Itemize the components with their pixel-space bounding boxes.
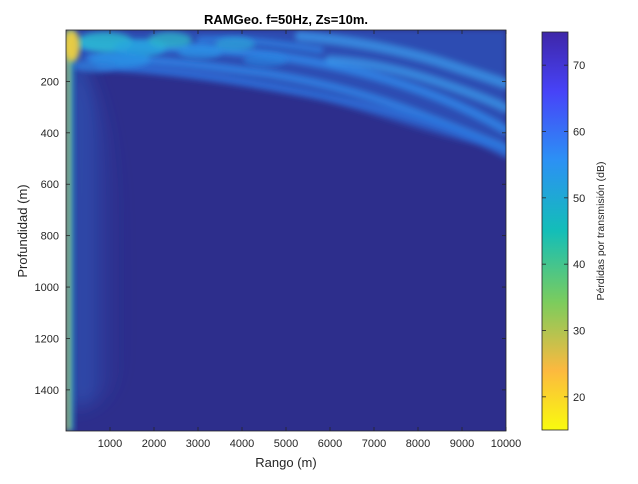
y-tick-label: 200 xyxy=(41,76,59,88)
x-axis-label: Rango (m) xyxy=(255,455,316,470)
lobe-path xyxy=(196,36,324,54)
colorbar xyxy=(541,31,569,431)
speckle-blob xyxy=(178,45,222,59)
speckle-blob xyxy=(215,37,255,51)
x-tick-label: 4000 xyxy=(230,438,254,450)
y-tick-label: 1400 xyxy=(35,385,59,397)
colorbar-ticks: 20 30 40 50 60 70 xyxy=(542,60,585,404)
y-tick-label: 400 xyxy=(41,128,59,140)
colorbar-label: Pérdidas por transmisión (dB) xyxy=(595,162,607,301)
colorbar-tick-label: 30 xyxy=(573,326,585,338)
near-source-hotspot xyxy=(66,30,80,62)
y-tick-label: 1000 xyxy=(35,282,59,294)
y-tick-label: 600 xyxy=(41,179,59,191)
x-tick-label: 7000 xyxy=(362,438,386,450)
x-tick-label: 8000 xyxy=(406,438,430,450)
x-tick-label: 6000 xyxy=(318,438,342,450)
x-tick-label: 5000 xyxy=(274,438,298,450)
x-tick-label: 3000 xyxy=(186,438,210,450)
colorbar-tick-label: 50 xyxy=(573,193,585,205)
lobe-path xyxy=(96,62,506,158)
x-tick-label: 1000 xyxy=(98,438,122,450)
y-tick-label: 1200 xyxy=(35,333,59,345)
interference-lobes xyxy=(66,30,506,158)
y-tick-label: 800 xyxy=(41,231,59,243)
faint-vertical-band xyxy=(70,40,123,408)
speckle-blob xyxy=(148,32,192,48)
colorbar-tick-label: 60 xyxy=(573,127,585,139)
x-tick-label: 9000 xyxy=(450,438,474,450)
lobe-path xyxy=(295,31,506,89)
speckle-blob xyxy=(73,60,117,72)
lobe-path xyxy=(325,55,506,113)
colorbar-tick-label: 70 xyxy=(573,60,585,72)
chart-title: RAMGeo. f=50Hz, Zs=10m. xyxy=(204,12,368,27)
colorbar-tick-label: 20 xyxy=(573,392,585,404)
y-axis-label: Profundidad (m) xyxy=(15,184,30,277)
heatmap-plot-area xyxy=(66,30,506,431)
near-source-column xyxy=(66,30,76,431)
y-axis-ticks: 200 400 600 800 1000 1200 1400 xyxy=(35,76,506,397)
colorbar-tick-label: 40 xyxy=(573,259,585,271)
speckle-blob xyxy=(243,53,287,67)
x-axis-ticks: 1000 2000 3000 4000 5000 6000 7000 8000 9000 1000… xyxy=(98,30,522,450)
near-surface-speckle xyxy=(73,32,287,72)
x-tick-label: 10000 xyxy=(491,438,522,450)
x-tick-label: 2000 xyxy=(142,438,166,450)
